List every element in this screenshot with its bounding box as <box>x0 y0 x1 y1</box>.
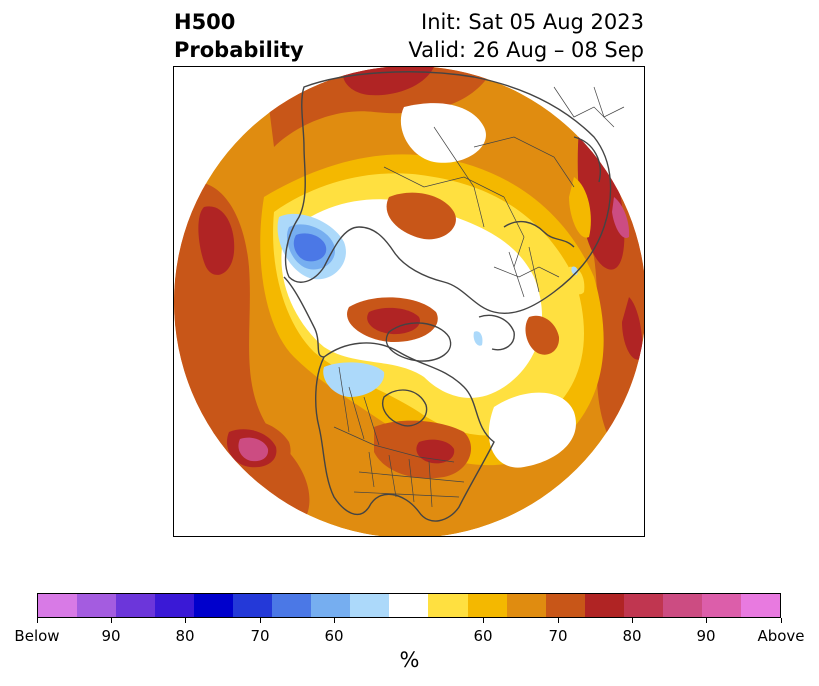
europe-border-1 <box>493 266 560 278</box>
colorbar-swatch <box>545 594 585 617</box>
coastline-hudson-bay <box>382 389 428 427</box>
colorbar-swatch <box>623 594 663 617</box>
light-above-east-pocket <box>566 266 585 295</box>
colorbar-tick-mark <box>631 618 633 623</box>
map-title-left: H500 Probability <box>174 8 304 64</box>
canada-province-border-2 <box>348 386 365 440</box>
below-zone-core <box>293 233 327 262</box>
colorbar-tick-label: Below <box>14 627 60 645</box>
us-canada-border <box>333 426 455 463</box>
very-strong-above-east <box>612 197 630 238</box>
valid-period: Valid: 26 Aug – 08 Sep <box>408 38 644 62</box>
colorbar-tick-label: 80 <box>175 627 195 645</box>
probability-field <box>174 67 644 536</box>
colorbar-tick-label: 80 <box>622 627 642 645</box>
colorbar-tick-label: 70 <box>250 627 270 645</box>
colorbar-swatch <box>311 594 351 617</box>
colorbar-swatch <box>194 594 234 617</box>
eurasia-border-3 <box>503 196 525 268</box>
colorbar-swatch <box>428 594 468 617</box>
canada-province-border-1 <box>363 396 380 446</box>
us-state-border-6 <box>353 491 460 498</box>
strong-above-eastern-us <box>416 439 455 464</box>
coastline-north-america <box>315 342 495 522</box>
colorbar-swatch <box>584 594 624 617</box>
middle-east-border <box>593 86 625 118</box>
probability-colorbar <box>37 593 781 618</box>
colorbar-tick-label: Above <box>757 627 805 645</box>
colorbar-tick-mark <box>557 618 559 623</box>
colorbar-tick-label: 60 <box>473 627 493 645</box>
canada-province-border-3 <box>338 366 350 433</box>
product-name: Probability <box>174 38 304 62</box>
us-state-border-1 <box>368 451 375 488</box>
colorbar-swatch <box>506 594 546 617</box>
colorbar-swatch <box>116 594 156 617</box>
colorbar-tick-mark <box>333 618 335 623</box>
map-title-right: Init: Sat 05 Aug 2023 Valid: 26 Aug – 08… <box>408 8 644 64</box>
white-zone-atlantic <box>488 392 576 468</box>
below-zone-west-canada <box>323 362 385 397</box>
colorbar-tick-mark <box>110 618 112 623</box>
colorbar-tick-label: 90 <box>101 627 121 645</box>
us-state-border-2 <box>388 454 397 498</box>
strong-above-far-east <box>622 297 643 360</box>
strong-above-arctic <box>367 307 420 335</box>
strong-above-west <box>198 206 235 275</box>
colorbar-tick-label: 70 <box>548 627 568 645</box>
above-band-north <box>264 67 494 147</box>
colorbar-swatch <box>740 594 780 617</box>
colorbar-swatch <box>272 594 312 617</box>
us-state-border-5 <box>358 471 465 483</box>
europe-border-3 <box>528 246 540 293</box>
init-time: Init: Sat 05 Aug 2023 <box>421 10 644 34</box>
coastline-arabia <box>573 136 601 183</box>
colorbar-tick-mark <box>184 618 186 623</box>
coastline-alaska <box>283 276 325 358</box>
colorbar-tick-mark <box>36 618 38 623</box>
africa-border <box>553 86 615 128</box>
coastline-mediterranean <box>503 220 575 248</box>
colorbar-swatch <box>77 594 117 617</box>
colorbar-swatch <box>467 594 507 617</box>
eurasia-border-4 <box>473 136 575 188</box>
coastline-scandinavia <box>478 314 515 351</box>
above-zone-atlantic-east <box>525 315 560 355</box>
polar-map <box>173 66 645 537</box>
colorbar-swatch <box>389 594 429 617</box>
map-outlines <box>283 71 612 522</box>
colorbar-tick-label: 90 <box>696 627 716 645</box>
colorbar-tick-mark <box>482 618 484 623</box>
field-name: H500 <box>174 10 236 34</box>
colorbar-swatch <box>155 594 195 617</box>
political-borders <box>333 86 625 508</box>
white-neutral-zone <box>281 199 543 398</box>
colorbar-tick-label: 60 <box>324 627 344 645</box>
us-state-border-4 <box>428 460 433 508</box>
very-strong-above-pacific <box>238 437 269 462</box>
europe-border-2 <box>508 251 525 298</box>
eurasia-border-2 <box>433 126 485 228</box>
colorbar-tick-mark <box>259 618 261 623</box>
coastline-greenland <box>385 322 452 362</box>
colorbar-swatch <box>233 594 273 617</box>
colorbar-swatch <box>662 594 702 617</box>
light-below-atlantic <box>473 331 483 346</box>
colorbar-tick-mark <box>705 618 707 623</box>
coastline-eurasia <box>284 71 612 314</box>
eurasia-border-1 <box>383 166 505 198</box>
white-zone-north <box>400 103 486 163</box>
colorbar-tick-mark <box>780 618 782 623</box>
above-zone-siberia <box>386 192 456 240</box>
colorbar-swatch <box>350 594 390 617</box>
moderate-above-east-edge <box>569 177 591 238</box>
colorbar-swatch <box>701 594 741 617</box>
colorbar-units-label: % <box>399 648 420 672</box>
colorbar-swatch <box>38 594 78 617</box>
